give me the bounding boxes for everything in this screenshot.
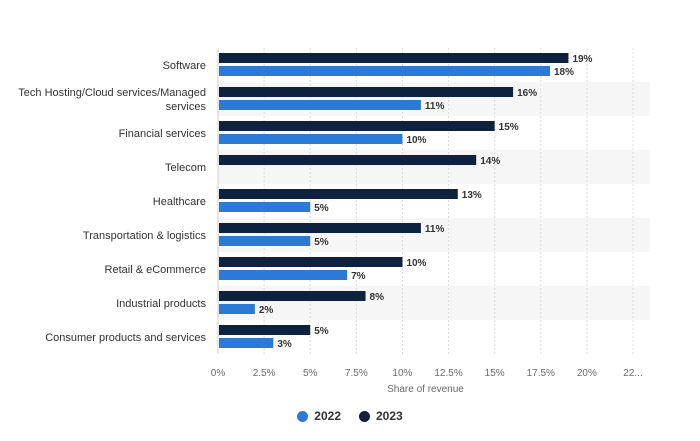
bar-2023[interactable] [219, 53, 569, 63]
bar-2023[interactable] [219, 155, 477, 165]
bar-2023[interactable] [219, 189, 458, 199]
legend-item-2022[interactable]: 2022 [297, 409, 341, 423]
data-label: 13% [462, 190, 482, 201]
legend-item-2023[interactable]: 2023 [359, 409, 403, 423]
data-label: 15% [499, 122, 519, 133]
x-axis-title: Share of revenue [387, 384, 464, 395]
category-label: Tech Hosting/Cloud services/Managed servi… [18, 87, 206, 113]
x-tick-label: 15% [485, 368, 505, 379]
category-label: Retail & eCommerce [105, 264, 206, 276]
data-label: 10% [406, 258, 426, 269]
category-label: Transportation & logistics [83, 230, 207, 242]
category-label: Telecom [165, 162, 206, 174]
data-label: 14% [480, 156, 500, 167]
bar-2022[interactable] [219, 134, 403, 144]
legend-label-2022: 2022 [314, 409, 341, 423]
data-label: 8% [370, 292, 385, 303]
bar-2023[interactable] [219, 257, 403, 267]
x-tick-label: 7.5% [345, 368, 368, 379]
x-tick-label: 5% [303, 368, 318, 379]
category-label: Consumer products and services [45, 332, 206, 344]
data-label: 5% [314, 326, 329, 337]
x-tick-label: 10% [392, 368, 412, 379]
bar-2022[interactable] [219, 338, 274, 348]
bar-2022[interactable] [219, 202, 311, 212]
bar-2023[interactable] [219, 121, 495, 131]
bar-2022[interactable] [219, 66, 550, 76]
data-label: 10% [406, 135, 426, 146]
bar-2022[interactable] [219, 304, 255, 314]
bar-2022[interactable] [219, 270, 348, 280]
x-tick-label: 20% [577, 368, 597, 379]
legend-swatch-2022 [297, 410, 309, 422]
x-tick-label: 0% [211, 368, 226, 379]
category-label: Financial services [119, 128, 207, 140]
data-label: 5% [314, 237, 329, 248]
bar-2023[interactable] [219, 223, 421, 233]
bar-2022[interactable] [219, 236, 311, 246]
x-tick-label: 17.5% [527, 368, 555, 379]
category-label: Software [163, 60, 206, 72]
data-label: 19% [572, 54, 592, 65]
legend-swatch-2023 [359, 410, 370, 422]
legend-label-2023: 2023 [376, 409, 403, 423]
bar-2022[interactable] [219, 100, 421, 110]
data-label: 3% [277, 339, 292, 350]
x-tick-label: 22... [623, 368, 642, 379]
bar-2023[interactable] [219, 325, 311, 335]
bar-2023[interactable] [219, 87, 514, 97]
x-tick-label: 12.5% [434, 368, 462, 379]
data-label: 7% [351, 271, 366, 282]
data-label: 18% [554, 67, 574, 78]
category-label: Industrial products [116, 298, 206, 310]
data-label: 5% [314, 203, 329, 214]
x-tick-label: 2.5% [253, 368, 276, 379]
data-label: 11% [425, 224, 445, 235]
category-label: Healthcare [153, 196, 206, 208]
data-label: 11% [425, 101, 445, 112]
bar-2023[interactable] [219, 291, 366, 301]
legend: 2022 2023 [0, 409, 700, 423]
data-label: 16% [517, 88, 537, 99]
data-label: 2% [259, 305, 274, 316]
